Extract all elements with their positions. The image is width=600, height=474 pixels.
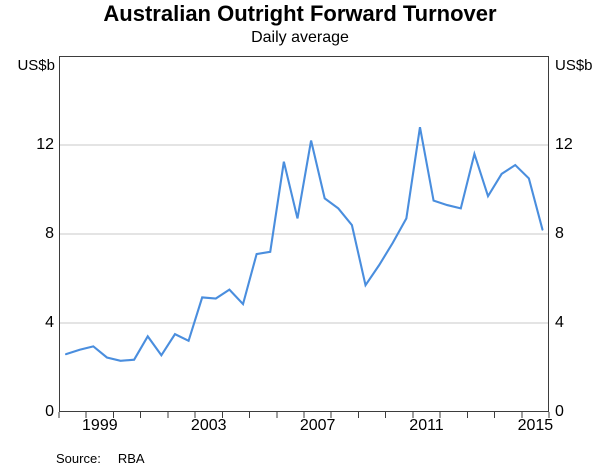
x-tick-label-2003: 2003 [190, 417, 227, 434]
x-tick-label-2007: 2007 [299, 417, 336, 434]
plot-frame [59, 56, 549, 412]
line-chart-plot-area [58, 56, 550, 418]
source-label: Source: [56, 451, 101, 466]
y-tick-label-right-4: 4 [555, 314, 564, 331]
y-tick-label-left-0: 0 [45, 403, 54, 420]
y-tick-label-left-8: 8 [45, 225, 54, 242]
source-note: Source: RBA [56, 451, 145, 467]
source-value: RBA [117, 451, 145, 466]
x-tick-label-2011: 2011 [409, 417, 444, 434]
chart-subtitle: Daily average [251, 29, 349, 46]
y-tick-label-right-12: 12 [555, 136, 573, 153]
turnover-line [65, 127, 544, 362]
x-tick-label-1999: 1999 [82, 417, 118, 434]
y-tick-label-right-0: 0 [555, 403, 564, 420]
y-axis-unit-right: US$b [555, 57, 593, 74]
x-tick-label-2015: 2015 [517, 417, 554, 434]
chart-title: Australian Outright Forward Turnover [103, 1, 497, 26]
y-tick-label-left-4: 4 [45, 314, 54, 331]
y-tick-label-left-12: 12 [36, 136, 54, 153]
y-tick-label-right-8: 8 [555, 225, 564, 242]
y-axis-unit-left: US$b [17, 57, 55, 74]
